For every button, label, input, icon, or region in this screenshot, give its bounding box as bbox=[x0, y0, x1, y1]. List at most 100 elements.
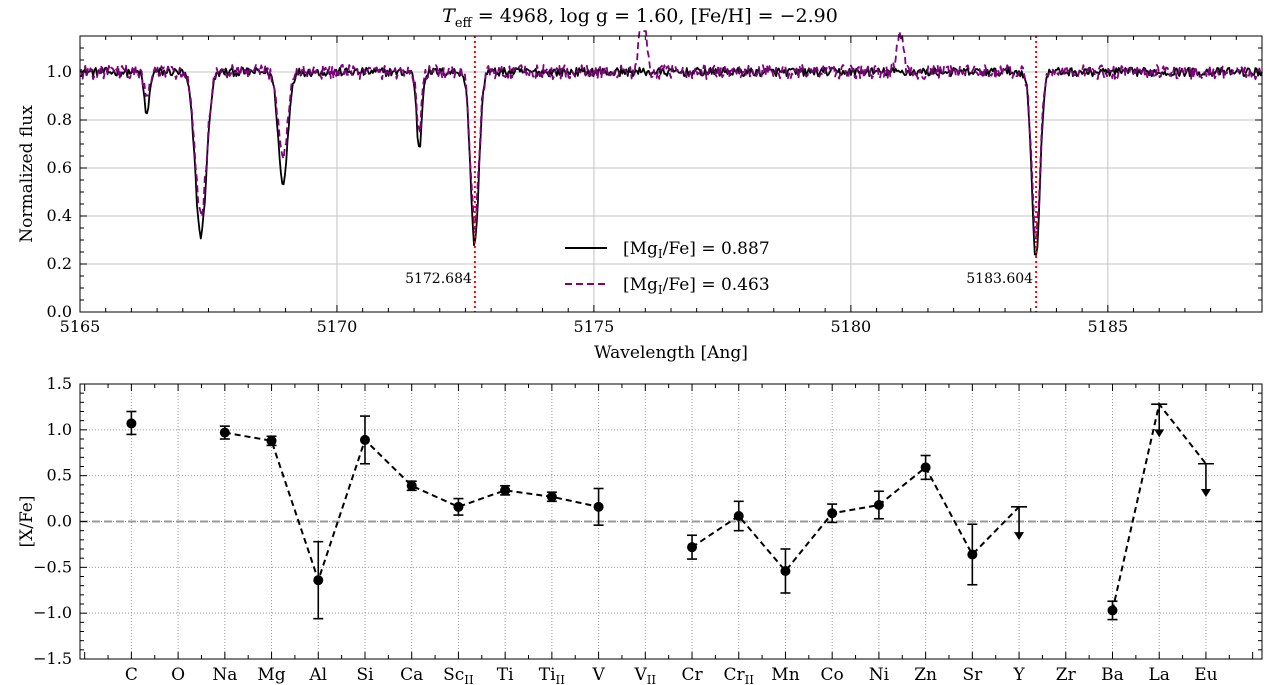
element-label-Na: Na bbox=[212, 665, 237, 685]
element-label-Y: Y bbox=[1012, 665, 1025, 685]
spectrum-xtick-label: 5175 bbox=[574, 317, 615, 336]
element-label-La: La bbox=[1148, 665, 1169, 685]
spectrum-xtick-label: 5165 bbox=[60, 317, 101, 336]
data-point-Ca bbox=[406, 480, 417, 491]
element-label-V-main: V bbox=[591, 665, 605, 685]
legend-label-2-sub: I bbox=[658, 283, 663, 297]
abundance-ytick-label: 1.0 bbox=[47, 420, 72, 439]
element-label-O: O bbox=[171, 665, 185, 685]
spectrum-xtick-label: 5170 bbox=[317, 317, 358, 336]
element-label-ScII: ScII bbox=[443, 665, 474, 685]
element-label-Cr: Cr bbox=[681, 665, 703, 685]
title-teff-sub: eff bbox=[455, 16, 474, 31]
element-label-Mg: Mg bbox=[257, 665, 285, 685]
spectrum-ytick-label: 0.0 bbox=[47, 302, 72, 321]
marked-line-label-1: 5172.684 bbox=[405, 271, 472, 287]
element-label-Eu-main: Eu bbox=[1194, 665, 1217, 685]
data-point-Mn bbox=[780, 566, 791, 576]
element-label-Ni-main: Ni bbox=[869, 665, 890, 685]
spectrum-xtick-label: 5185 bbox=[1087, 317, 1128, 336]
element-label-Co: Co bbox=[821, 665, 844, 685]
element-label-Y-main: Y bbox=[1012, 665, 1025, 685]
data-point-Sr bbox=[967, 549, 978, 560]
upper-limit-arrow-Y bbox=[1014, 532, 1025, 541]
abundance-connection-2 bbox=[691, 465, 1020, 573]
element-label-Sr-main: Sr bbox=[962, 665, 983, 685]
spectrum-title: Teff = 4968, log g = 1.60, [Fe/H] = −2.9… bbox=[442, 5, 838, 31]
abundance-ytick-label: 1.5 bbox=[47, 374, 72, 393]
data-point-Na bbox=[219, 427, 230, 438]
marked-line-label-2: 5183.604 bbox=[966, 271, 1033, 287]
element-label-Ca: Ca bbox=[400, 665, 423, 685]
element-label-Na-main: Na bbox=[212, 665, 237, 685]
element-label-Ti-main: Ti bbox=[497, 665, 514, 685]
element-label-CrII-main: Cr bbox=[723, 665, 745, 685]
element-label-TiII-main: Ti bbox=[539, 665, 556, 685]
data-point-Zn bbox=[920, 462, 931, 473]
element-label-Si-main: Si bbox=[356, 665, 374, 685]
data-point-Cr bbox=[687, 542, 698, 553]
element-label-C-main: C bbox=[125, 665, 138, 685]
abundance-ytick-label: 0.5 bbox=[47, 466, 72, 485]
element-label-VII-main: V bbox=[633, 665, 647, 685]
data-point-ScII bbox=[453, 501, 464, 512]
element-label-Zr-main: Zr bbox=[1056, 665, 1077, 685]
upper-limit-arrow-Eu bbox=[1200, 489, 1211, 497]
abundance-ytick-label: −0.5 bbox=[33, 557, 72, 576]
spectrum-ytick-label: 1.0 bbox=[47, 62, 72, 81]
element-label-Ni: Ni bbox=[869, 665, 890, 685]
element-label-Sr: Sr bbox=[962, 665, 983, 685]
abundance-connection-1 bbox=[224, 431, 599, 584]
element-label-Eu: Eu bbox=[1194, 665, 1217, 685]
element-label-La-main: La bbox=[1148, 665, 1169, 685]
abundance-ylabel: [X/Fe] bbox=[17, 495, 37, 547]
spectrum-series-2 bbox=[79, 30, 1263, 240]
data-point-Ni bbox=[873, 500, 884, 510]
legend-label-1: [MgI/Fe] = 0.887 bbox=[623, 239, 770, 261]
element-label-V: V bbox=[591, 665, 605, 685]
legend-label-2: [MgI/Fe] = 0.463 bbox=[623, 275, 770, 297]
element-label-Si: Si bbox=[356, 665, 374, 685]
spectrum-xlabel: Wavelength [Ang] bbox=[594, 343, 748, 363]
data-point-Mg bbox=[266, 435, 277, 446]
element-label-CrII-sub: II bbox=[745, 673, 755, 685]
element-label-Mn-main: Mn bbox=[771, 665, 799, 685]
spectrum-panel: 5172.684 5183.604 5165 5170 5175 5180 5185 0.0 0… bbox=[17, 5, 1263, 363]
title-rest: = 4968, log g = 1.60, [Fe/H] = −2.90 bbox=[472, 5, 838, 27]
element-label-Al-main: Al bbox=[308, 665, 327, 685]
element-label-Mn: Mn bbox=[771, 665, 799, 685]
data-point-Si bbox=[359, 434, 370, 445]
abundance-ytick-label: −1.5 bbox=[33, 649, 72, 668]
element-label-CrII: CrII bbox=[723, 665, 754, 685]
abundance-panel: −1.5−1.0−0.50.00.51.01.5C O Na Mg Al Si Ca ScII… bbox=[17, 374, 1263, 685]
data-point-Ti bbox=[500, 485, 511, 496]
element-label-ScII-sub: II bbox=[464, 673, 474, 685]
data-point-C bbox=[126, 418, 137, 429]
spectrum-ytick-label: 0.8 bbox=[47, 110, 72, 129]
legend-label-2-rest: /Fe] = 0.463 bbox=[663, 275, 770, 295]
abundance-ytick-label: −1.0 bbox=[33, 603, 72, 622]
element-label-Ba-main: Ba bbox=[1101, 665, 1124, 685]
element-label-Al: Al bbox=[308, 665, 327, 685]
legend-label-1-main: [Mg bbox=[623, 239, 658, 259]
element-label-VII: VII bbox=[633, 665, 656, 685]
element-label-Zr: Zr bbox=[1056, 665, 1077, 685]
data-point-TiII bbox=[546, 491, 557, 502]
spectrum-ytick-label: 0.6 bbox=[47, 158, 72, 177]
element-label-Zn-main: Zn bbox=[914, 665, 937, 685]
spectrum-ylabel: Normalized flux bbox=[17, 105, 37, 243]
element-label-Ca-main: Ca bbox=[400, 665, 423, 685]
element-label-C: C bbox=[125, 665, 138, 685]
legend-label-1-sub: I bbox=[658, 247, 663, 261]
legend-label-1-rest: /Fe] = 0.887 bbox=[663, 239, 770, 259]
data-point-Co bbox=[827, 508, 838, 519]
legend-label-2-main: [Mg bbox=[623, 275, 658, 295]
element-label-ScII-main: Sc bbox=[443, 665, 464, 685]
element-label-Co-main: Co bbox=[821, 665, 844, 685]
data-point-CrII bbox=[733, 511, 744, 521]
element-label-Ba: Ba bbox=[1101, 665, 1124, 685]
upper-limit-arrow-La bbox=[1154, 429, 1165, 438]
element-label-VII-sub: II bbox=[647, 673, 657, 685]
data-point-V bbox=[593, 501, 604, 512]
